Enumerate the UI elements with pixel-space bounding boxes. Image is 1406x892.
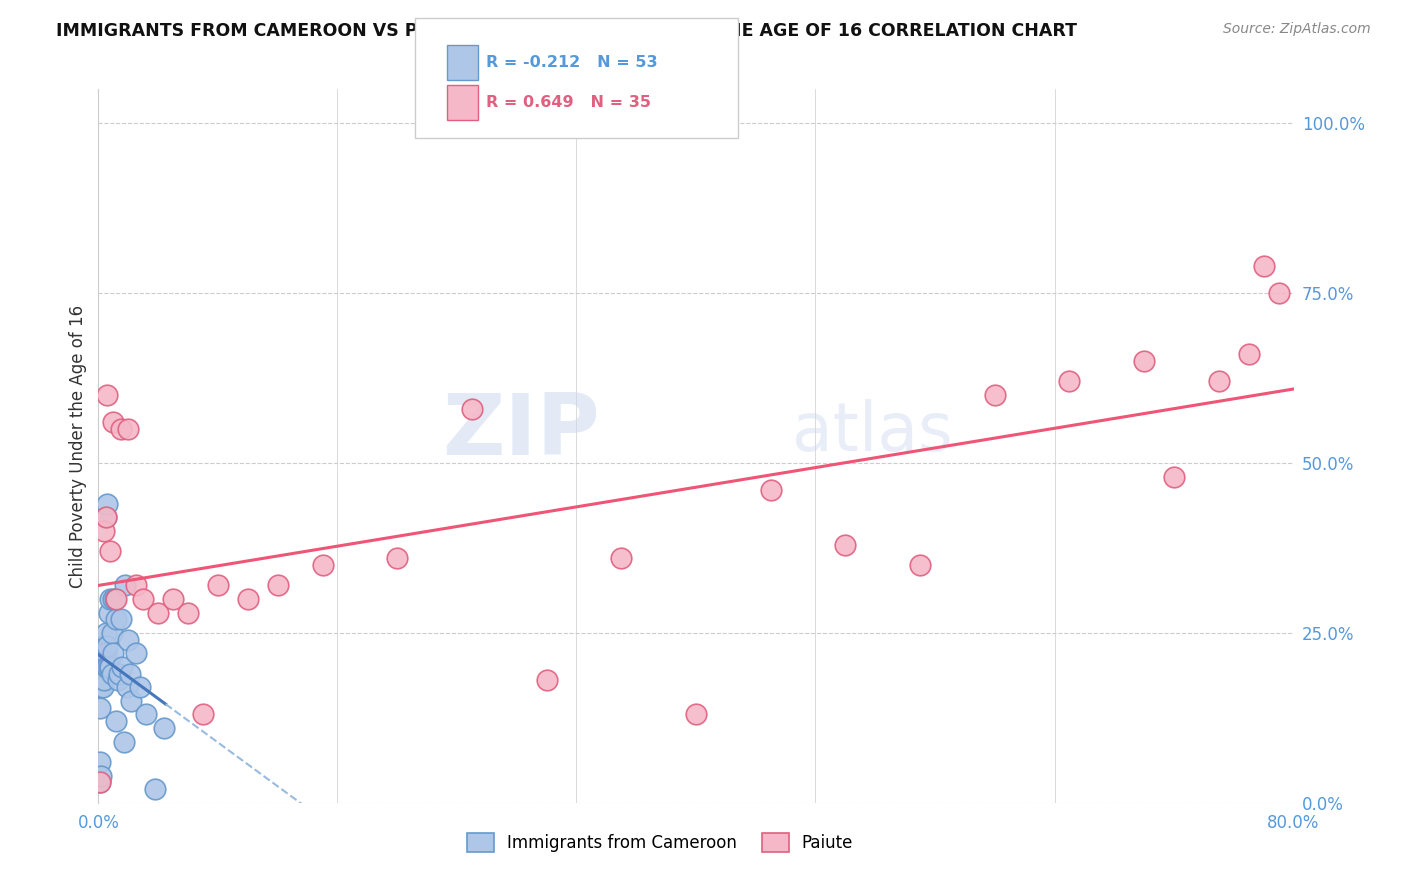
- Point: [96, 497, 118, 511]
- Point: [89, 680, 111, 694]
- Point: [153, 721, 176, 735]
- Point: [110, 612, 132, 626]
- Point: [94, 646, 117, 660]
- Point: [105, 591, 128, 606]
- Text: ZIP: ZIP: [443, 390, 600, 474]
- Point: [1208, 375, 1230, 389]
- Text: IMMIGRANTS FROM CAMEROON VS PAIUTE CHILD POVERTY UNDER THE AGE OF 16 CORRELATION: IMMIGRANTS FROM CAMEROON VS PAIUTE CHILD…: [56, 22, 1077, 40]
- Point: [93, 524, 115, 538]
- Y-axis label: Child Poverty Under the Age of 16: Child Poverty Under the Age of 16: [69, 304, 87, 588]
- Point: [89, 660, 111, 674]
- Point: [148, 606, 170, 620]
- Point: [90, 680, 112, 694]
- Point: [1163, 469, 1185, 483]
- Point: [90, 673, 112, 688]
- Point: [90, 653, 112, 667]
- Point: [96, 640, 118, 654]
- Point: [1253, 259, 1275, 273]
- Point: [101, 626, 124, 640]
- Point: [91, 646, 114, 660]
- Point: [110, 422, 132, 436]
- Point: [311, 558, 333, 572]
- Point: [101, 666, 124, 681]
- Point: [1237, 347, 1260, 361]
- Point: [94, 510, 117, 524]
- Point: [98, 544, 122, 558]
- Text: R = 0.649   N = 35: R = 0.649 N = 35: [486, 95, 651, 110]
- Point: [93, 646, 115, 660]
- Point: [834, 537, 856, 551]
- Point: [90, 769, 112, 783]
- Point: [107, 673, 129, 688]
- Point: [89, 755, 111, 769]
- Point: [461, 401, 484, 416]
- Point: [177, 606, 200, 620]
- Point: [89, 775, 111, 789]
- Point: [90, 666, 112, 681]
- Point: [105, 612, 128, 626]
- Text: R = -0.212   N = 53: R = -0.212 N = 53: [486, 55, 658, 70]
- Legend: Immigrants from Cameroon, Paiute: Immigrants from Cameroon, Paiute: [460, 827, 860, 859]
- Point: [91, 673, 114, 688]
- Point: [97, 606, 120, 620]
- Point: [610, 551, 633, 566]
- Point: [96, 660, 118, 674]
- Point: [267, 578, 290, 592]
- Point: [89, 700, 111, 714]
- Point: [112, 734, 135, 748]
- Point: [103, 591, 125, 606]
- Text: atlas: atlas: [792, 399, 952, 465]
- Point: [94, 660, 117, 674]
- Point: [759, 483, 782, 498]
- Point: [1133, 354, 1156, 368]
- Point: [1059, 375, 1081, 389]
- Point: [91, 640, 114, 654]
- Point: [98, 591, 122, 606]
- Point: [125, 578, 148, 592]
- Point: [91, 680, 114, 694]
- Point: [1267, 286, 1289, 301]
- Point: [90, 660, 112, 674]
- Point: [120, 694, 142, 708]
- Point: [96, 388, 118, 402]
- Point: [94, 626, 117, 640]
- Point: [984, 388, 1007, 402]
- Point: [103, 415, 125, 429]
- Point: [132, 591, 155, 606]
- Point: [108, 666, 131, 681]
- Point: [104, 591, 127, 606]
- Point: [114, 578, 136, 592]
- Point: [91, 653, 114, 667]
- Text: Source: ZipAtlas.com: Source: ZipAtlas.com: [1223, 22, 1371, 37]
- Point: [105, 714, 128, 729]
- Point: [115, 680, 138, 694]
- Point: [117, 422, 139, 436]
- Point: [143, 782, 166, 797]
- Point: [93, 673, 115, 688]
- Point: [111, 660, 134, 674]
- Point: [97, 660, 120, 674]
- Point: [118, 666, 141, 681]
- Point: [94, 510, 117, 524]
- Point: [162, 591, 184, 606]
- Point: [207, 578, 229, 592]
- Point: [685, 707, 707, 722]
- Point: [191, 707, 214, 722]
- Point: [908, 558, 931, 572]
- Point: [89, 775, 111, 789]
- Point: [103, 646, 125, 660]
- Point: [129, 680, 152, 694]
- Point: [135, 707, 157, 722]
- Point: [90, 646, 112, 660]
- Point: [125, 646, 148, 660]
- Point: [536, 673, 558, 688]
- Point: [385, 551, 409, 566]
- Point: [98, 660, 122, 674]
- Point: [236, 591, 259, 606]
- Point: [117, 632, 139, 647]
- Point: [93, 640, 115, 654]
